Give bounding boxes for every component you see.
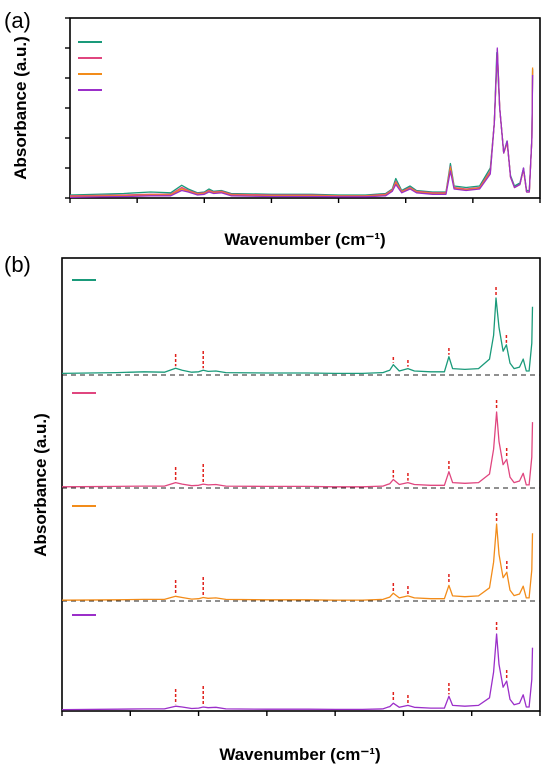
panel-b-label: (b) (4, 252, 31, 277)
panel-a-frame (69, 17, 541, 199)
panel-a-ticks (65, 17, 541, 203)
panel-b-series (61, 279, 540, 711)
panel-a-series-line (69, 50, 534, 197)
panel-b-ticks (61, 711, 541, 716)
panel-a-series (69, 47, 534, 198)
panel-a-xlabel: Wavenumber (cm⁻¹) (224, 230, 385, 249)
panel-a-label: (a) (4, 8, 31, 33)
panel-b-series-line (61, 411, 534, 488)
panel-b-series-line (61, 523, 534, 601)
panel-b-series-line (61, 633, 534, 711)
panel-b: (b) Wavenumber (cm⁻¹) Absorbance (a.u.) (4, 252, 541, 764)
panel-b-series-line (61, 297, 534, 375)
panel-a-legend (78, 41, 102, 91)
panel-b-xlabel: Wavenumber (cm⁻¹) (219, 745, 380, 764)
panel-a-series-line (69, 47, 534, 198)
panel-b-ylabel: Absorbance (a.u.) (31, 413, 50, 557)
panel-a-series-line (69, 48, 534, 198)
panel-b-frame (61, 257, 541, 712)
panel-a-series-line (69, 51, 534, 196)
panel-a-ylabel: Absorbance (a.u.) (11, 36, 30, 180)
panel-a: (a) Wavenumber (cm⁻¹) Absorbance (a.u.) (4, 8, 541, 249)
